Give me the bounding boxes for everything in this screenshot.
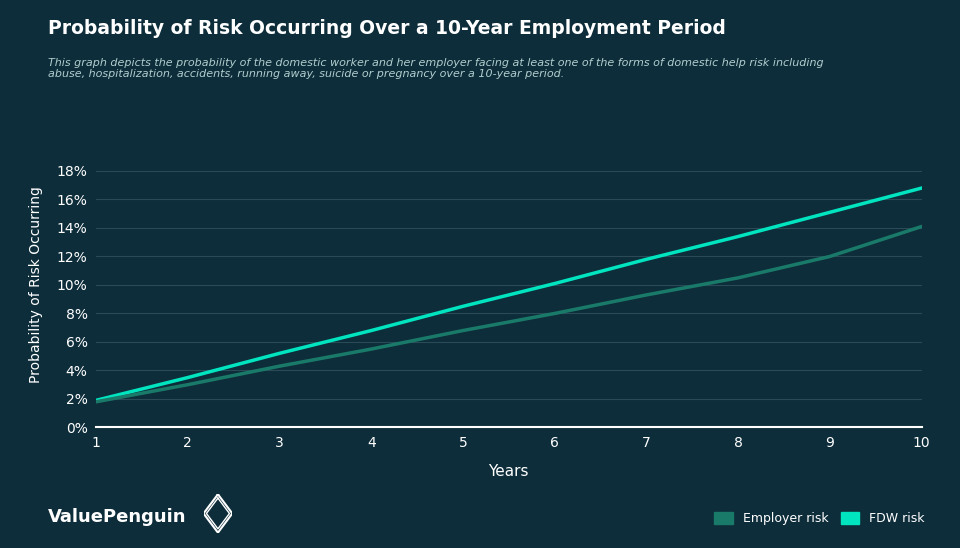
X-axis label: Years: Years — [489, 464, 529, 478]
Text: Probability of Risk Occurring Over a 10-Year Employment Period: Probability of Risk Occurring Over a 10-… — [48, 19, 726, 38]
Text: ValuePenguin: ValuePenguin — [48, 508, 186, 526]
Legend: Employer risk, FDW risk: Employer risk, FDW risk — [714, 512, 924, 526]
Y-axis label: Probability of Risk Occurring: Probability of Risk Occurring — [29, 186, 43, 384]
Text: This graph depicts the probability of the domestic worker and her employer facin: This graph depicts the probability of th… — [48, 58, 824, 79]
